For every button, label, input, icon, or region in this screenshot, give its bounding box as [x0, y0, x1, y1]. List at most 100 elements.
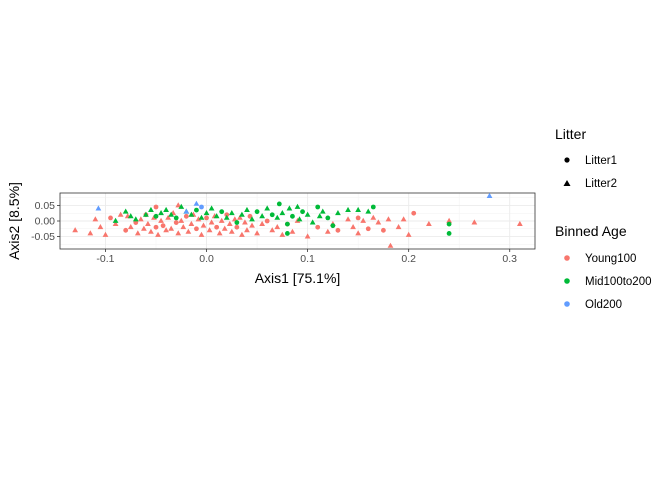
point-mid100to200-triangle — [345, 206, 351, 213]
point-mid100to200-triangle — [264, 205, 271, 211]
point-young100-triangle — [242, 219, 248, 225]
point-mid100to200-circle — [330, 223, 336, 229]
point-mid100to200-triangle — [228, 210, 235, 216]
y-tick-label: 0.00 — [35, 216, 56, 228]
legend-binned-age: Binned Age Young100 Mid100to200 Old200 — [555, 223, 652, 311]
point-young100-triangle — [127, 224, 134, 230]
y-tick-label: 0.05 — [35, 200, 56, 212]
point-mid100to200-triangle — [132, 216, 139, 222]
point-young100-triangle — [168, 225, 175, 231]
point-young100-circle — [153, 224, 159, 230]
point-young100-triangle — [254, 230, 260, 236]
point-mid100to200-circle — [194, 207, 199, 213]
point-young100-triangle — [289, 228, 296, 234]
point-mid100to200-triangle — [168, 211, 175, 217]
point-young100-triangle — [112, 220, 119, 227]
point-mid100to200-triangle — [208, 205, 215, 211]
point-mid100to200-circle — [446, 231, 452, 236]
point-young100-circle — [204, 215, 209, 221]
point-young100-circle — [160, 223, 166, 229]
point-mid100to200-triangle — [316, 213, 323, 219]
point-mid100to200-circle — [153, 213, 159, 219]
x-tick-label: 0.2 — [401, 253, 416, 265]
point-young100-triangle — [244, 227, 250, 233]
point-young100-triangle — [387, 242, 394, 248]
point-young100-triangle — [163, 227, 169, 233]
point-young100-circle — [335, 227, 341, 233]
point-young100-triangle — [175, 230, 182, 236]
point-young100-circle — [355, 215, 361, 221]
point-old200-triangle — [486, 192, 493, 199]
data-points — [72, 192, 523, 248]
point-young100-triangle — [471, 219, 478, 225]
point-young100-circle — [194, 226, 199, 232]
point-mid100to200-circle — [173, 215, 179, 221]
legend-key-old200 — [564, 301, 570, 307]
point-young100-triangle — [239, 231, 245, 237]
point-mid100to200-triangle — [259, 213, 266, 219]
point-young100-triangle — [188, 220, 195, 227]
point-young100-triangle — [516, 220, 523, 227]
point-young100-triangle — [231, 216, 238, 222]
point-young100-triangle — [158, 217, 164, 223]
point-mid100to200-circle — [315, 204, 321, 210]
point-young100-triangle — [237, 214, 243, 220]
legend-label-litter2: Litter2 — [585, 178, 617, 190]
point-mid100to200-circle — [370, 204, 376, 210]
point-mid100to200-circle — [219, 209, 225, 215]
point-mid100to200-circle — [269, 212, 275, 218]
axis-ticks: -0.1 0.0 0.1 0.2 0.3 -0.05 0.00 0.05 — [31, 200, 517, 265]
point-mid100to200-triangle — [319, 208, 326, 214]
point-young100-circle — [381, 227, 386, 233]
point-mid100to200-triangle — [188, 211, 195, 217]
point-young100-circle — [411, 210, 417, 216]
point-young100-triangle — [195, 216, 202, 222]
point-young100-triangle — [249, 222, 255, 228]
point-young100-triangle — [198, 231, 205, 237]
point-young100-circle — [365, 226, 371, 232]
point-mid100to200-circle — [284, 221, 290, 227]
point-old200-triangle — [183, 208, 190, 214]
point-mid100to200-triangle — [122, 208, 129, 214]
point-mid100to200-triangle — [365, 208, 372, 214]
point-young100-triangle — [395, 224, 402, 230]
point-mid100to200-circle — [254, 209, 260, 215]
grid-lines — [60, 193, 535, 249]
point-mid100to200-triangle — [203, 210, 210, 216]
legend-key-young100 — [564, 255, 570, 261]
point-young100-triangle — [355, 230, 362, 236]
point-young100-triangle — [274, 224, 281, 230]
point-young100-circle — [173, 220, 179, 225]
point-young100-circle — [153, 204, 159, 210]
point-mid100to200-circle — [300, 209, 305, 215]
point-mid100to200-triangle — [239, 211, 245, 217]
point-young100-triangle — [102, 231, 109, 237]
point-young100-triangle — [208, 219, 215, 225]
point-old200-circle — [199, 204, 204, 210]
point-young100-triangle — [259, 220, 266, 227]
point-young100-triangle — [385, 216, 392, 222]
point-young100-circle — [315, 224, 321, 230]
point-young100-triangle — [228, 228, 235, 234]
point-old200-triangle — [95, 205, 102, 211]
point-mid100to200-triangle — [355, 206, 362, 213]
point-young100-triangle — [134, 230, 141, 236]
point-mid100to200-triangle — [148, 206, 154, 213]
point-young100-triangle — [360, 217, 367, 223]
point-mid100to200-triangle — [223, 214, 230, 220]
legend-key-mid100to200 — [564, 278, 570, 284]
point-mid100to200-circle — [325, 215, 331, 221]
point-mid100to200-circle — [234, 220, 240, 225]
point-young100-triangle — [165, 214, 172, 220]
point-young100-triangle — [350, 224, 356, 230]
point-mid100to200-triangle — [213, 213, 220, 219]
point-young100-circle — [108, 215, 113, 221]
point-mid100to200-triangle — [143, 211, 149, 217]
point-young100-triangle — [117, 211, 124, 217]
point-mid100to200-circle — [284, 231, 290, 236]
x-tick-label: 0.1 — [300, 253, 315, 265]
point-mid100to200-triangle — [304, 211, 311, 217]
point-young100-triangle — [180, 224, 187, 230]
point-young100-triangle — [269, 227, 276, 233]
point-mid100to200-triangle — [249, 216, 255, 222]
